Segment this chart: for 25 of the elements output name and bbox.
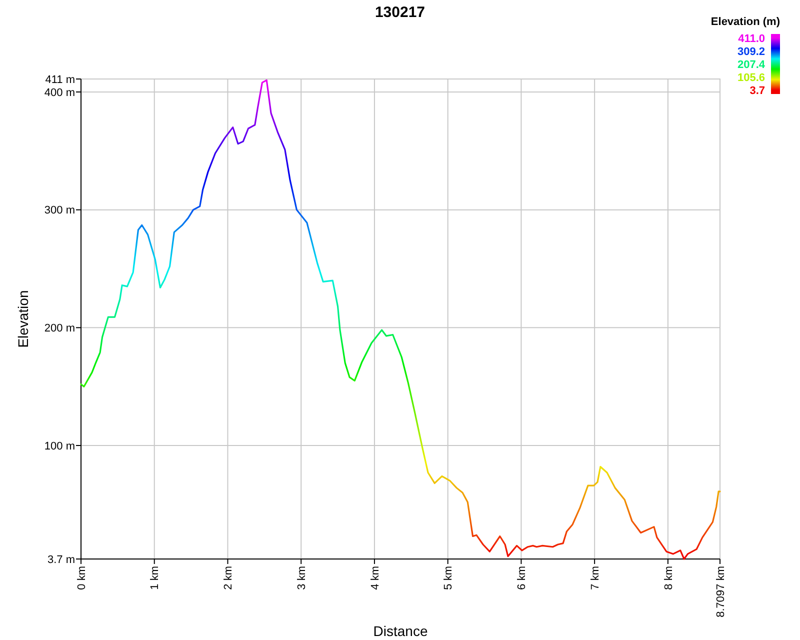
color-bar-label: 411.0 [738,32,765,45]
color-bar-label: 3.7 [750,84,765,97]
color-bar-label: 105.6 [737,72,765,84]
x-tick-label: 7 km [589,566,602,590]
chart-title: 130217 [374,4,426,21]
y-tick-label: 300 m [44,204,75,217]
x-tick-label: 0 km [76,566,88,590]
x-tick-label: 6 km [516,566,528,590]
y-tick-label: 411 m [45,74,75,86]
y-tick-label: 100 m [44,440,75,452]
x-tick-label: 4 km [369,566,382,590]
x-tick-label: 2 km [222,566,235,590]
y-axis-title: Elevation [15,290,31,348]
x-tick-label: 1 km [149,566,162,590]
y-tick-label: 200 m [44,322,75,335]
y-tick-label: 3.7 m [47,554,75,566]
x-axis-title: Distance [373,623,428,639]
x-tick-label: 8.7097 km [714,566,727,618]
color-bar-label: 309.2 [737,46,765,58]
x-tick-label: 5 km [442,566,455,590]
color-bar-title: Elevation (m) [710,16,780,28]
y-tick-label: 400 m [44,86,75,99]
color-bar-label: 207.4 [737,58,766,71]
x-tick-label: 3 km [296,566,308,590]
x-tick-label: 8 km [662,566,675,590]
